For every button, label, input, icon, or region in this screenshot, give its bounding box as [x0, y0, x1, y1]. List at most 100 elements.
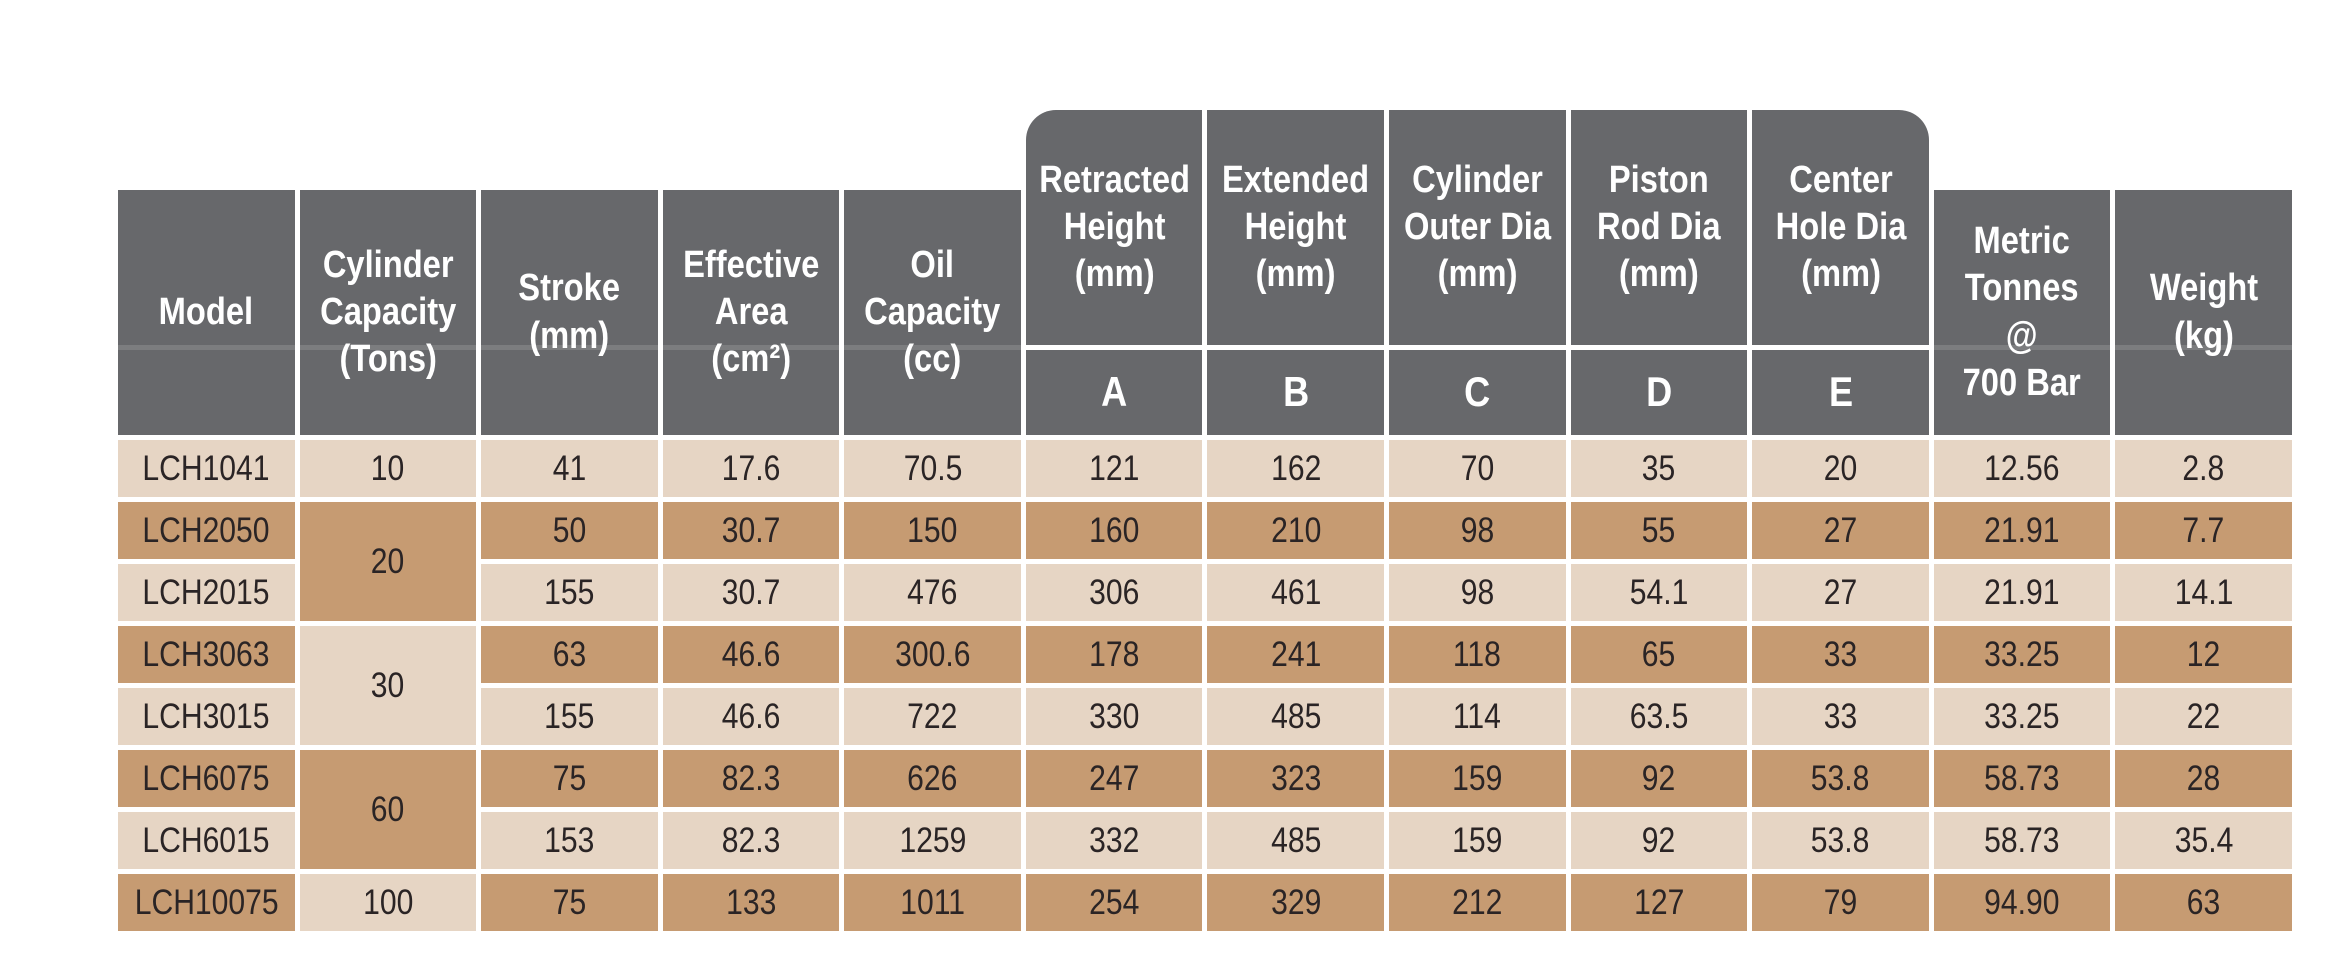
value-cell-c: 212 — [1389, 874, 1566, 931]
model-cell: LCH2015 — [118, 564, 295, 621]
value-cell-oil: 626 — [844, 750, 1021, 807]
model-cell: LCH3015 — [118, 688, 295, 745]
cell-text: 20 — [371, 541, 405, 581]
cell-text: 30.7 — [721, 572, 781, 612]
cell-text: 46.6 — [721, 634, 781, 674]
cell-text: 33.25 — [1984, 634, 2060, 674]
cell-text: 63.5 — [1629, 696, 1689, 736]
value-cell-b: 461 — [1207, 564, 1385, 621]
value-cell-stroke: 155 — [481, 688, 658, 745]
capacity-cell: 60 — [299, 750, 477, 869]
model-cell: LCH3063 — [118, 626, 295, 683]
value-cell-stroke: 41 — [481, 440, 658, 497]
value-cell-e: 33 — [1752, 688, 1929, 745]
cell-text: LCH6015 — [142, 820, 270, 860]
value-cell-oil: 300.6 — [844, 626, 1021, 683]
value-cell-c: 114 — [1389, 688, 1566, 745]
cell-text: 60 — [371, 789, 405, 829]
value-cell-area: 17.6 — [662, 440, 840, 497]
value-cell-oil: 722 — [844, 688, 1021, 745]
value-cell-a: 332 — [1025, 812, 1203, 869]
cell-text: 241 — [1270, 634, 1321, 674]
value-cell-a: 247 — [1025, 750, 1203, 807]
cell-text: 92 — [1642, 758, 1676, 798]
header-label: Weight (kg) — [2149, 267, 2258, 357]
cell-text: 98 — [1460, 572, 1495, 612]
value-cell-d: 55 — [1570, 502, 1748, 559]
value-cell-d: 92 — [1570, 812, 1748, 869]
value-cell-d: 54.1 — [1570, 564, 1748, 621]
value-cell-oil: 70.5 — [844, 440, 1021, 497]
value-cell-tonnes: 12.56 — [1933, 440, 2111, 497]
value-cell-e: 53.8 — [1752, 812, 1929, 869]
header-label: Model — [159, 290, 254, 333]
cell-text: 461 — [1270, 572, 1321, 612]
cell-text: 75 — [552, 758, 587, 798]
value-cell-c: 159 — [1389, 750, 1566, 807]
capacity-cell: 20 — [299, 502, 477, 621]
header-label: Stroke (mm) — [518, 267, 621, 357]
value-cell-a: 160 — [1025, 502, 1203, 559]
capacity-cell: 10 — [299, 440, 477, 497]
value-cell-oil: 1259 — [844, 812, 1021, 869]
cell-text: 306 — [1089, 572, 1140, 612]
value-cell-d: 63.5 — [1570, 688, 1748, 745]
cell-text: 12.56 — [1984, 448, 2060, 488]
value-cell-weight: 12 — [2115, 626, 2292, 683]
value-cell-c: 98 — [1389, 564, 1566, 621]
header-oil-capacity: Oil Capacity (cc) — [844, 190, 1021, 435]
subheader-c: C — [1389, 350, 1566, 435]
header-stroke: Stroke (mm) — [481, 190, 658, 435]
value-cell-stroke: 155 — [481, 564, 658, 621]
cell-text: 27 — [1823, 572, 1858, 612]
cell-text: 53.8 — [1811, 758, 1870, 798]
header-label: Center Hole Dia (mm) — [1775, 158, 1906, 296]
cell-text: 58.73 — [1984, 758, 2060, 798]
subheader-b: B — [1207, 350, 1385, 435]
cell-text: LCH6075 — [142, 758, 270, 798]
subheader-d: D — [1570, 350, 1748, 435]
value-cell-oil: 1011 — [844, 874, 1021, 931]
cell-text: 10 — [371, 448, 405, 488]
cell-text: 30 — [371, 665, 405, 705]
cell-text: LCH2015 — [142, 572, 270, 612]
cell-text: 329 — [1270, 882, 1321, 922]
header-cylinder-outer-dia: Cylinder Outer Dia (mm) — [1389, 110, 1566, 345]
cell-text: LCH3063 — [142, 634, 270, 674]
cell-text: 14.1 — [2174, 572, 2233, 612]
header-model: Model — [118, 190, 295, 435]
cell-text: 33 — [1823, 696, 1858, 736]
value-cell-b: 485 — [1207, 688, 1385, 745]
value-cell-e: 79 — [1752, 874, 1929, 931]
cell-text: 323 — [1270, 758, 1321, 798]
cell-text: LCH3015 — [142, 696, 270, 736]
value-cell-c: 98 — [1389, 502, 1566, 559]
capacity-cell: 30 — [299, 626, 477, 745]
value-cell-tonnes: 58.73 — [1933, 750, 2111, 807]
header-label: Extended Height (mm) — [1222, 158, 1370, 296]
cell-text: 21.91 — [1984, 572, 2060, 612]
cell-text: 485 — [1270, 696, 1321, 736]
cell-text: 100 — [362, 882, 413, 922]
cell-text: 1011 — [900, 882, 965, 922]
cell-text: LCH1041 — [142, 448, 270, 488]
cell-text: 75 — [552, 882, 587, 922]
value-cell-stroke: 153 — [481, 812, 658, 869]
value-cell-weight: 63 — [2115, 874, 2292, 931]
cell-text: 121 — [1089, 448, 1140, 488]
model-cell: LCH10075 — [118, 874, 295, 931]
cell-text: 485 — [1270, 820, 1321, 860]
value-cell-e: 27 — [1752, 564, 1929, 621]
cell-text: 82.3 — [721, 820, 781, 860]
header-label: Oil Capacity (cc) — [864, 243, 1001, 381]
cell-text: 98 — [1460, 510, 1495, 550]
value-cell-b: 329 — [1207, 874, 1385, 931]
cell-text: 70 — [1460, 448, 1495, 488]
value-cell-oil: 476 — [844, 564, 1021, 621]
subheader-label: E — [1828, 368, 1853, 416]
cell-text: 50 — [552, 510, 587, 550]
capacity-cell: 100 — [299, 874, 477, 931]
cell-text: 133 — [725, 882, 777, 922]
value-cell-tonnes: 21.91 — [1933, 502, 2111, 559]
cell-text: 21.91 — [1984, 510, 2060, 550]
